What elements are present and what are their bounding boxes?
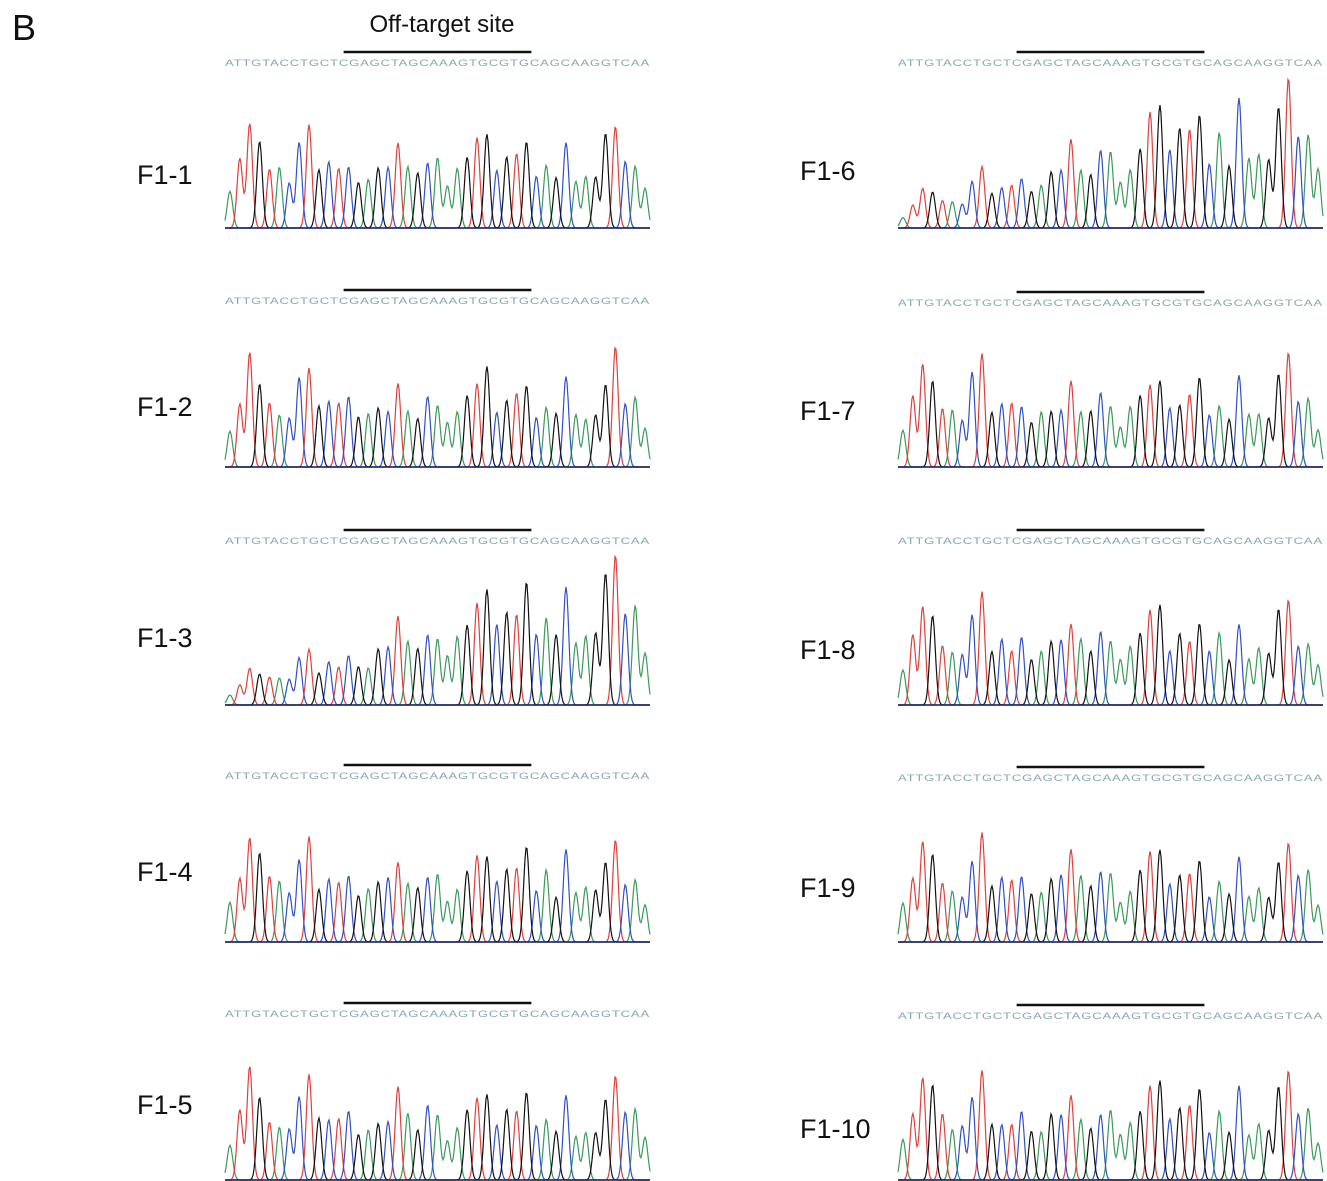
trace xyxy=(898,105,1323,228)
sample-label: F1-3 xyxy=(137,623,193,653)
trace xyxy=(225,849,650,942)
trace xyxy=(225,605,650,705)
trace xyxy=(225,142,650,228)
sample-label: F1-2 xyxy=(137,392,193,422)
sequence: ATTGTACCTGCTCGAGCTAGCAAAGTGCGTGCAGCAAGGT… xyxy=(225,58,650,69)
trace xyxy=(898,98,1323,228)
trace xyxy=(898,1081,1323,1180)
trace xyxy=(898,353,1323,467)
sequence: ATTGTACCTGCTCGAGCTAGCAAAGTGCGTGCAGCAAGGT… xyxy=(225,771,650,782)
trace xyxy=(898,372,1323,467)
trace xyxy=(225,870,650,942)
sequence: ATTGTACCTGCTCGAGCTAGCAAAGTGCGTGCAGCAAGGT… xyxy=(225,296,650,307)
trace xyxy=(898,870,1323,942)
figure: B Off-target site F1-1 ATTGTACCTGCTCGAGCT… xyxy=(0,0,1327,1181)
trace xyxy=(225,1094,650,1181)
trace xyxy=(898,850,1323,942)
trace xyxy=(225,348,650,467)
trace xyxy=(898,133,1323,228)
sequence: ATTGTACCTGCTCGAGCTAGCAAAGTGCGTGCAGCAAGGT… xyxy=(898,536,1323,547)
trace xyxy=(225,1095,650,1180)
trace xyxy=(898,1108,1323,1180)
panel-label: B xyxy=(12,7,36,48)
trace xyxy=(898,633,1323,705)
trace xyxy=(898,1086,1323,1180)
trace xyxy=(225,134,650,228)
sample-label: F1-7 xyxy=(800,396,856,426)
sample-label: F1-8 xyxy=(800,635,856,665)
trace xyxy=(225,397,650,467)
trace xyxy=(898,398,1323,467)
sequence: ATTGTACCTGCTCGAGCTAGCAAAGTGCGTGCAGCAAGGT… xyxy=(898,1011,1323,1022)
trace xyxy=(225,366,650,467)
trace xyxy=(225,587,650,705)
trace xyxy=(225,159,650,228)
trace xyxy=(225,1067,650,1180)
trace xyxy=(225,1109,650,1180)
sequence: ATTGTACCTGCTCGAGCTAGCAAAGTGCGTGCAGCAAGGT… xyxy=(225,536,650,547)
sequence: ATTGTACCTGCTCGAGCTAGCAAAGTGCGTGCAGCAAGGT… xyxy=(898,58,1323,69)
sample-label: F1-6 xyxy=(800,156,856,186)
trace xyxy=(898,615,1323,705)
sequence: ATTGTACCTGCTCGAGCTAGCAAAGTGCGTGCAGCAAGGT… xyxy=(898,773,1323,784)
sample-label: F1-10 xyxy=(800,1114,871,1144)
sequence: ATTGTACCTGCTCGAGCTAGCAAAGTGCGTGCAGCAAGGT… xyxy=(225,1009,650,1020)
sample-label: F1-9 xyxy=(800,873,856,903)
trace xyxy=(225,557,650,705)
site-header: Off-target site xyxy=(370,11,515,38)
sample-label: F1-4 xyxy=(137,857,193,887)
sequence: ATTGTACCTGCTCGAGCTAGCAAAGTGCGTGCAGCAAGGT… xyxy=(898,298,1323,309)
sample-label: F1-5 xyxy=(137,1090,193,1120)
sample-label: F1-1 xyxy=(137,160,193,190)
trace xyxy=(898,857,1323,942)
